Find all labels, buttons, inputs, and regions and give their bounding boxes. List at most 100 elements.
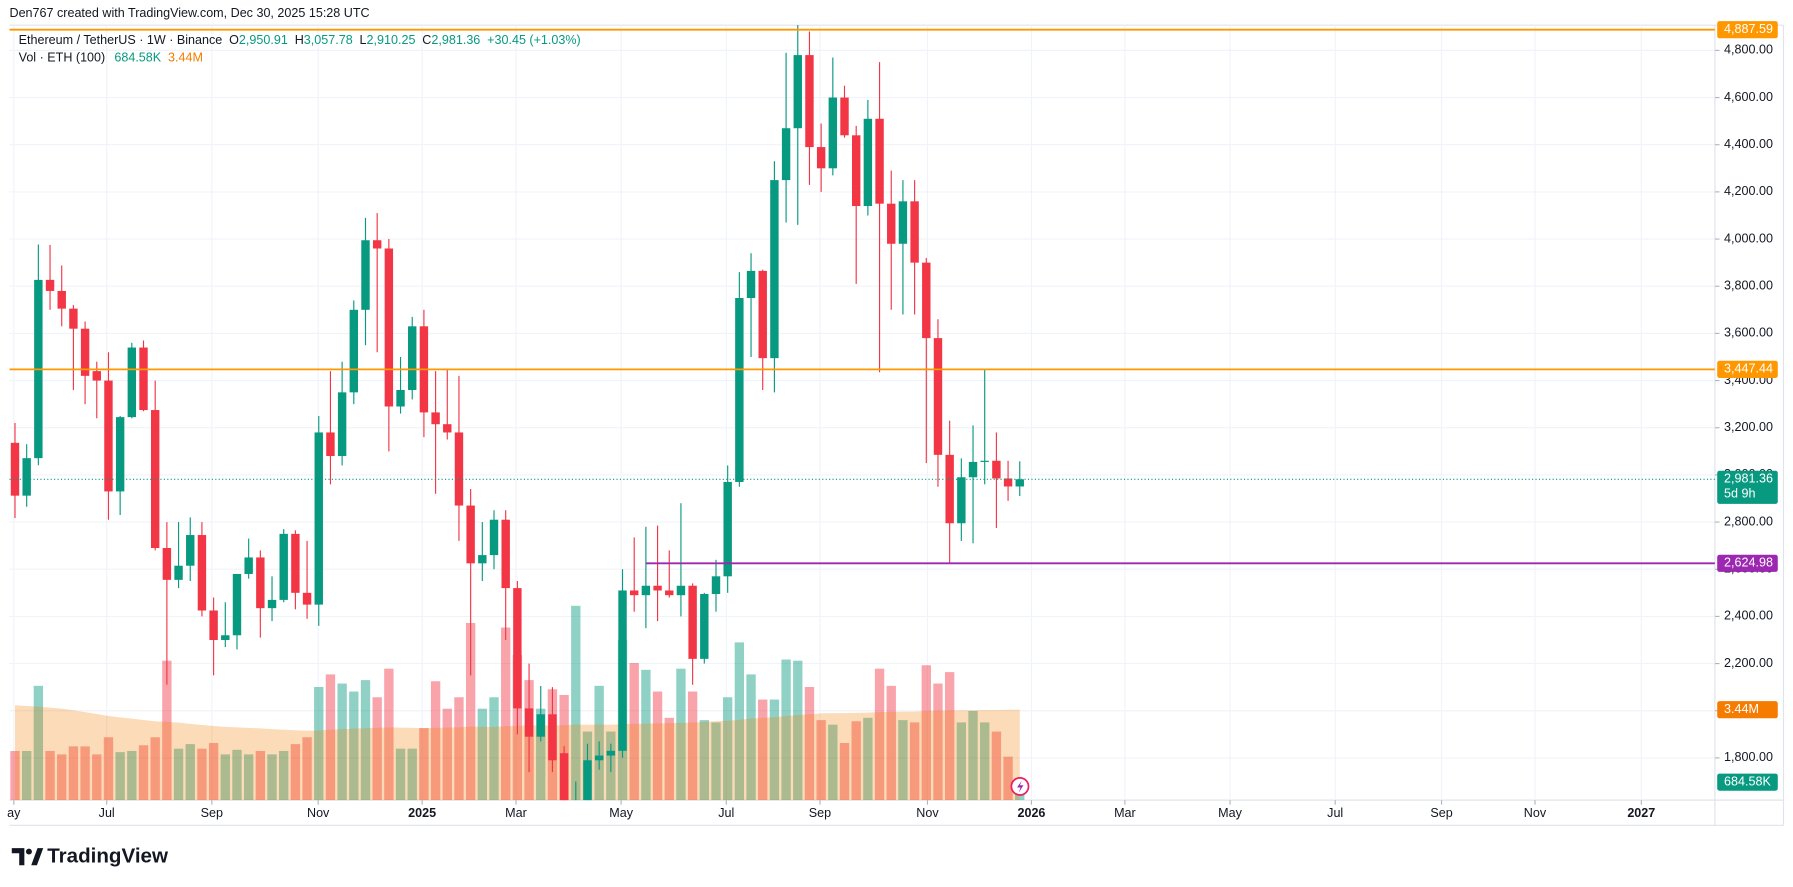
symbol: Ethereum / TetherUS · 1W · Binance <box>19 33 223 47</box>
candle-body <box>641 585 651 596</box>
candle-body <box>1015 479 1024 487</box>
volume-bar <box>571 605 581 801</box>
volume-bar <box>384 668 394 801</box>
volume-bar <box>395 748 406 801</box>
volume-bar <box>501 627 511 801</box>
ohlc-key: L <box>360 33 367 47</box>
volume-bar <box>804 686 815 801</box>
volume-bar <box>302 737 312 801</box>
candle-body <box>583 760 592 801</box>
candle-body <box>700 594 709 659</box>
volume-bar <box>360 680 371 801</box>
volume-bar <box>185 744 195 801</box>
symbol-legend: Ethereum / TetherUS · 1W · Binance O2,950… <box>19 33 581 47</box>
volume-bar <box>711 722 721 801</box>
last-price-tag-bg <box>1717 470 1778 504</box>
x-tick-label: Nov <box>307 806 330 820</box>
candle-body <box>80 328 90 376</box>
candle-body <box>291 533 300 593</box>
candle-body <box>349 309 359 393</box>
x-tick-label: 2027 <box>1627 806 1655 820</box>
volume-bar <box>723 697 733 801</box>
candle-body <box>443 424 452 433</box>
candle-body <box>466 505 475 564</box>
volume-tag-bg <box>1717 773 1778 791</box>
candle-body <box>992 460 1001 479</box>
volume-bar <box>232 749 242 801</box>
candle-body <box>863 118 873 207</box>
x-tick-label: Jul <box>1327 806 1343 820</box>
volume-bar <box>921 665 931 801</box>
candle-body <box>232 573 242 636</box>
brand-logo <box>11 848 44 866</box>
candle-body <box>244 557 253 574</box>
candle-body <box>933 338 943 455</box>
volume-bar <box>57 754 67 801</box>
volume-bar <box>337 683 347 801</box>
volume-ma-area <box>14 705 1020 801</box>
volume-bar <box>92 754 102 801</box>
candle-body <box>314 432 323 605</box>
volume-bar <box>465 622 476 801</box>
candle-body <box>162 548 172 580</box>
volume-bar <box>430 681 441 801</box>
ohlc-key: O <box>229 33 239 47</box>
volume-bar <box>220 754 230 801</box>
volume-bar <box>138 745 149 801</box>
candle-body <box>665 590 674 596</box>
candle-body <box>770 180 779 359</box>
volume-bar <box>536 708 546 801</box>
candle-body <box>618 590 627 751</box>
candle-body <box>945 454 954 524</box>
volume-bar <box>641 669 651 801</box>
candle-body <box>372 240 382 249</box>
volume-ma-tag-bg <box>1717 701 1778 719</box>
candle-body <box>793 55 802 129</box>
volume-bar <box>45 750 55 801</box>
candle-body <box>279 533 288 600</box>
volume-bar <box>687 691 698 801</box>
y-tick-label: 4,400.00 <box>1724 137 1773 151</box>
x-tick-label: 2026 <box>1017 806 1045 820</box>
volume-ma-tag: 3.44M <box>1724 702 1759 716</box>
candle-body <box>758 270 767 359</box>
volume-name: Vol · ETH (100) <box>19 51 106 65</box>
x-tick-label: May <box>1218 806 1242 820</box>
volume-bar <box>173 748 184 801</box>
volume-bar <box>1003 756 1013 801</box>
y-tick-label: 3,200.00 <box>1724 420 1773 434</box>
volume-bar <box>80 746 90 801</box>
candle-body <box>898 201 908 244</box>
volume-bar <box>10 750 20 801</box>
x-tick-label: ay <box>7 806 21 820</box>
volume-bar <box>419 728 429 801</box>
level-tag: 4,887.59 <box>1724 22 1773 36</box>
y-tick-label: 2,800.00 <box>1724 514 1773 528</box>
candle-body <box>816 147 826 169</box>
candle-body <box>594 755 604 761</box>
candle-body <box>174 565 183 580</box>
volume-bar <box>127 750 137 801</box>
candle-body <box>150 410 160 549</box>
volume-bar <box>734 642 745 801</box>
candle-body <box>431 412 440 425</box>
candle-body <box>968 461 978 478</box>
y-tick-label: 3,800.00 <box>1724 279 1773 293</box>
candle-body <box>653 585 662 591</box>
volume-bar <box>898 720 908 801</box>
y-tick-label: 4,600.00 <box>1724 90 1773 104</box>
volume-bar <box>162 660 172 801</box>
candle-body <box>980 460 989 462</box>
volume-bar <box>267 754 277 801</box>
volume-bar <box>208 742 219 801</box>
level-tag-bg <box>1717 21 1778 39</box>
volume-bar <box>676 668 686 801</box>
candle-body <box>10 442 20 496</box>
x-tick-label: Jul <box>718 806 734 820</box>
candle-body <box>22 458 31 496</box>
candle-body <box>57 290 66 309</box>
x-tick-label: Jul <box>99 806 115 820</box>
candle-body <box>887 203 896 244</box>
volume-bar <box>372 697 382 801</box>
x-tick-label: Mar <box>505 806 527 820</box>
